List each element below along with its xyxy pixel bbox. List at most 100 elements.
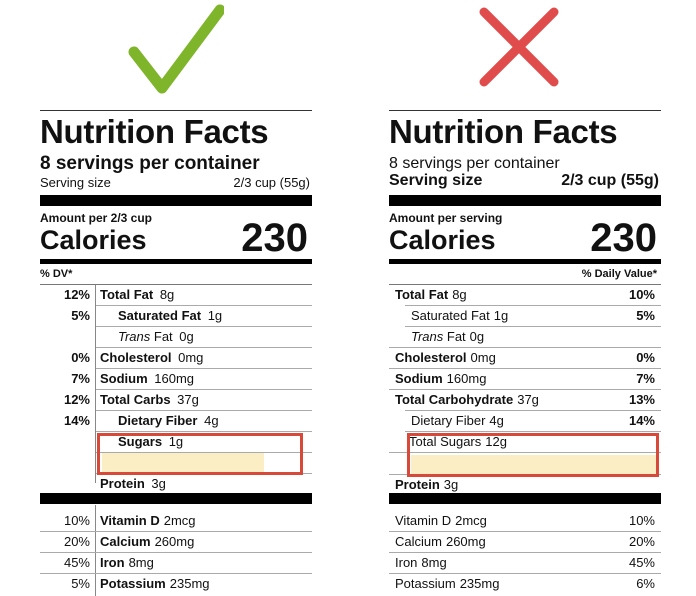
row-divider [405, 410, 661, 411]
checkmark-icon [128, 4, 224, 94]
vitamin-row: Vitamin D 2mcg 10% [389, 511, 661, 531]
nutrient-name: Sodium [395, 371, 443, 386]
nutrient-row: 5% Saturated Fat 1g [40, 306, 312, 326]
percent-dv: 0% [71, 350, 90, 365]
percent-dv: 45% [63, 555, 90, 570]
percent-dv: 20% [63, 534, 90, 549]
percent-dv: 0% [636, 350, 655, 365]
nutrient-row: Protein 3g [40, 474, 312, 494]
vitamin-name: Potassium [100, 576, 166, 591]
percent-dv: 45% [628, 555, 655, 570]
vitamin-row: 20% Calcium 260mg [40, 532, 312, 552]
nutrient-name: Dietary Fiber [118, 413, 198, 428]
serving-size: Serving size 2/3 cup (55g) [389, 172, 659, 189]
nutrient-amount: 0g [175, 329, 194, 344]
nutrient-row: Cholesterol 0mg 0% [389, 348, 661, 368]
vitamin-name: Iron [395, 555, 418, 570]
row-divider [96, 347, 312, 348]
cross-icon [479, 7, 559, 87]
nutrient-amount: 160mg [446, 371, 487, 386]
vitamin-amount: 2mcg [163, 513, 196, 528]
nutrient-name: Total Sugars [409, 434, 482, 449]
vitamin-amount: 260mg [154, 534, 195, 549]
percent-dv: 6% [636, 576, 655, 591]
servings-per-container: 8 servings per container [389, 155, 560, 172]
nutrient-row: Protein 3g [389, 475, 661, 495]
percent-dv: 7% [71, 371, 90, 386]
nutrient-amount: 1g [165, 434, 184, 449]
vitamin-row: Potassium 235mg 6% [389, 574, 661, 594]
row-divider [405, 326, 661, 327]
vitamin-name: Vitamin D [100, 513, 160, 528]
sugars-highlight-box [97, 433, 303, 475]
vitamin-amount: 2mcg [455, 513, 487, 528]
nutrient-name-suffix: Fat [443, 329, 466, 344]
nutrition-label-new: Nutrition Facts 8 servings per container… [40, 110, 312, 596]
row-divider [40, 531, 312, 532]
calories-label: Calories [40, 225, 147, 255]
nutrient-row: 0% Cholesterol 0mg [40, 348, 312, 368]
nutrient-amount: 37g [173, 392, 199, 407]
nutrient-name-suffix: Fat [150, 329, 173, 344]
calories-value: 230 [590, 216, 657, 260]
percent-dv: 12% [63, 392, 90, 407]
percent-dv: 10% [628, 287, 655, 302]
row-divider [96, 452, 312, 453]
row-divider [389, 573, 661, 574]
vitamin-amount: 235mg [169, 576, 210, 591]
row-divider [96, 389, 312, 390]
nutrient-name: Total Fat [395, 287, 449, 302]
nutrient-row: Trans 0g Fat [40, 327, 312, 347]
nutrient-row: Sodium 160mg 7% [389, 369, 661, 389]
nutrient-amount: 0g [469, 329, 485, 344]
serving-size: Serving size 2/3 cup (55g) [40, 175, 310, 190]
nutrient-name: Dietary Fiber [411, 413, 486, 428]
nutrient-name: Total Carbs [100, 392, 171, 407]
nutrient-name: Total Fat [100, 287, 154, 302]
nutrient-amount: 160mg [150, 371, 195, 386]
servings-per-container: 8 servings per container [40, 153, 260, 174]
nutrient-amount: 0mg [470, 350, 496, 365]
row-divider [96, 326, 312, 327]
nutrient-amount: 8g [156, 287, 175, 302]
nutrient-row: Dietary Fiber 4g 14% [389, 411, 661, 431]
row-divider [96, 368, 312, 369]
nutrient-row: Total Carbohydrate 37g 13% [389, 390, 661, 410]
nutrient-row: Saturated Fat 1g 5% [389, 306, 661, 326]
nutrient-name: Saturated Fat [118, 308, 202, 323]
vitamin-row: 45% Iron 8mg [40, 553, 312, 573]
vitamin-amount: 8mg [128, 555, 154, 570]
vitamin-name: Potassium [395, 576, 456, 591]
percent-dv: 10% [628, 513, 655, 528]
vitamin-row: 5% Potassium 235mg [40, 574, 312, 594]
row-divider [389, 552, 661, 553]
row-divider [96, 305, 312, 306]
calories-value: 230 [241, 216, 308, 260]
vitamin-row: Iron 8mg 45% [389, 553, 661, 573]
label-title: Nutrition Facts [40, 113, 269, 150]
nutrition-label-old: Nutrition Facts 8 servings per container… [389, 110, 661, 596]
nutrient-amount: 4g [489, 413, 504, 428]
row-divider [389, 347, 661, 348]
nutrient-row: Sugars 1g [40, 432, 312, 452]
row-divider [405, 431, 661, 432]
nutrient-amount: 0mg [174, 350, 204, 365]
sugars-highlight-box [407, 433, 659, 477]
nutrient-name: Protein [100, 476, 145, 491]
vitamin-amount: 260mg [445, 534, 486, 549]
percent-dv: 5% [71, 308, 90, 323]
nutrient-row: Trans Fat 0g [389, 327, 661, 347]
percent-dv: 14% [628, 413, 655, 428]
nutrient-name: Total Carbohydrate [395, 392, 514, 407]
calories-label: Calories [389, 225, 496, 255]
vitamin-row: 10% Vitamin D 2mcg [40, 511, 312, 531]
nutrient-name: Sodium [100, 371, 148, 386]
nutrient-row: Total Fat 8g 10% [389, 285, 661, 305]
nutrient-name: Saturated Fat [411, 308, 490, 323]
nutrient-amount: 4g [200, 413, 219, 428]
percent-dv: 13% [628, 392, 655, 407]
nutrient-row: 12% Total Carbs 37g [40, 390, 312, 410]
nutrient-row: 14% Dietary Fiber 4g [40, 411, 312, 431]
vitamin-amount: 235mg [459, 576, 500, 591]
row-divider [40, 573, 312, 574]
